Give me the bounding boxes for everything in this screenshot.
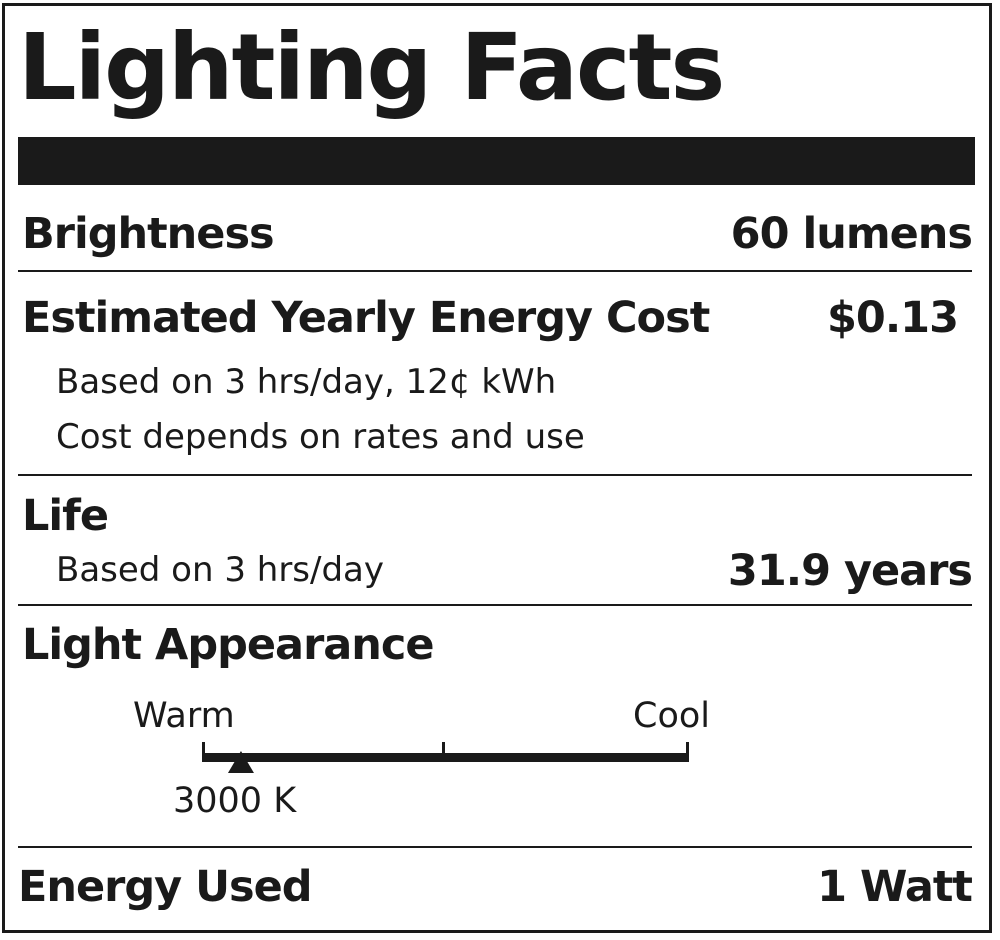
life-label: Life xyxy=(22,491,109,541)
divider xyxy=(18,604,972,606)
scale-tick-middle xyxy=(442,742,445,762)
scale-tick-left xyxy=(202,742,205,762)
energy-cost-label: Estimated Yearly Energy Cost xyxy=(22,293,710,343)
brightness-value: 60 lumens xyxy=(730,209,973,259)
color-temperature-scale xyxy=(202,742,689,773)
energy-cost-note-usage: Cost depends on rates and use xyxy=(56,417,585,457)
scale-marker-triangle xyxy=(227,751,254,773)
life-note: Based on 3 hrs/day xyxy=(56,550,385,590)
scale-warm-label: Warm xyxy=(133,696,235,736)
energy-used-value: 1 Watt xyxy=(817,862,973,912)
divider xyxy=(18,846,972,848)
scale-marker-value: 3000 K xyxy=(173,781,297,821)
divider xyxy=(18,474,972,476)
energy-cost-note-rate: Based on 3 hrs/day, 12¢ kWh xyxy=(56,362,557,402)
light-appearance-label: Light Appearance xyxy=(22,620,435,670)
lighting-facts-label xyxy=(2,3,992,933)
brightness-label: Brightness xyxy=(22,209,275,259)
life-value: 31.9 years xyxy=(727,546,973,596)
scale-bar xyxy=(202,753,689,762)
label-title: Lighting Facts xyxy=(18,14,725,121)
scale-tick-right xyxy=(686,742,689,762)
scale-cool-label: Cool xyxy=(633,696,710,736)
energy-used-label: Energy Used xyxy=(18,862,313,912)
title-bar xyxy=(18,137,975,185)
divider xyxy=(18,270,972,272)
energy-cost-value: $0.13 xyxy=(826,293,959,343)
